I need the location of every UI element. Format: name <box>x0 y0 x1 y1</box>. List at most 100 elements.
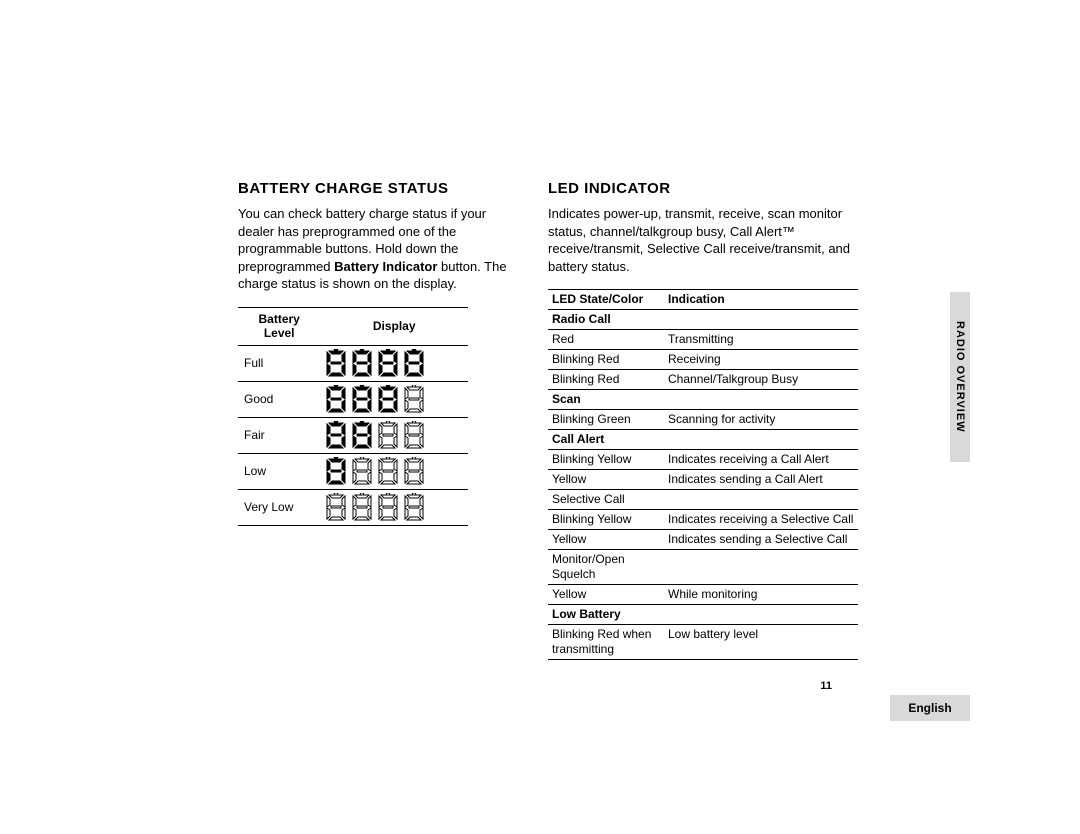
led-indication-cell: Scanning for activity <box>664 410 858 430</box>
battery-row: Full <box>238 345 468 381</box>
lcd-digit-icon <box>350 457 374 486</box>
led-state-cell: Yellow <box>548 530 664 550</box>
led-table: LED State/Color Indication Radio CallRed… <box>548 289 858 660</box>
lcd-display-icon <box>324 457 464 486</box>
led-indication-cell: Channel/Talkgroup Busy <box>664 370 858 390</box>
lcd-digit-icon <box>402 421 426 450</box>
led-state-cell: Yellow <box>548 585 664 605</box>
led-section-cell: Radio Call <box>548 310 858 330</box>
lcd-display-icon <box>324 421 464 450</box>
lcd-display-icon <box>324 493 464 522</box>
led-row: Scan <box>548 390 858 410</box>
battery-level-cell: Fair <box>238 417 320 453</box>
battery-level-cell: Good <box>238 381 320 417</box>
lcd-digit-icon <box>402 457 426 486</box>
led-row: Blinking YellowIndicates receiving a Sel… <box>548 510 858 530</box>
lcd-display-icon <box>324 385 464 414</box>
lcd-digit-icon <box>376 493 400 522</box>
battery-table: Battery Level Display FullGoodFairLowVer… <box>238 307 468 526</box>
lcd-digit-icon <box>324 349 348 378</box>
led-intro: Indicates power-up, transmit, receive, s… <box>548 205 858 275</box>
lcd-digit-icon <box>402 493 426 522</box>
led-state-cell: Blinking Red <box>548 350 664 370</box>
lcd-digit-icon <box>376 421 400 450</box>
lcd-digit-icon <box>350 385 374 414</box>
led-row: Blinking GreenScanning for activity <box>548 410 858 430</box>
led-state-cell: Red <box>548 330 664 350</box>
side-tab-label: RADIO OVERVIEW <box>954 321 966 433</box>
lcd-digit-icon <box>402 349 426 378</box>
led-section-cell: Scan <box>548 390 858 410</box>
led-indication-cell: Indicates receiving a Selective Call <box>664 510 858 530</box>
led-state-cell: Monitor/Open Squelch <box>548 550 664 585</box>
led-header1: LED State/Color <box>548 290 664 310</box>
lcd-digit-icon <box>376 385 400 414</box>
led-header2: Indication <box>664 290 858 310</box>
battery-col1-line1: Battery <box>258 312 299 326</box>
led-indication-cell: Indicates receiving a Call Alert <box>664 450 858 470</box>
battery-display-cell <box>320 417 468 453</box>
battery-level-cell: Very Low <box>238 489 320 525</box>
led-state-cell: Blinking Red when transmitting <box>548 625 664 660</box>
led-row: Selective Call <box>548 490 858 510</box>
lcd-digit-icon <box>376 457 400 486</box>
led-row: Radio Call <box>548 310 858 330</box>
led-state-cell: Blinking Yellow <box>548 450 664 470</box>
led-state-cell: Blinking Red <box>548 370 664 390</box>
led-indication-cell <box>664 490 858 510</box>
battery-row: Very Low <box>238 489 468 525</box>
lcd-digit-icon <box>350 421 374 450</box>
battery-row: Low <box>238 453 468 489</box>
led-row: Blinking Red when transmittingLow batter… <box>548 625 858 660</box>
led-indication-cell: Indicates sending a Call Alert <box>664 470 858 490</box>
lcd-digit-icon <box>350 349 374 378</box>
led-row: RedTransmitting <box>548 330 858 350</box>
lcd-digit-icon <box>324 457 348 486</box>
language-tab: English <box>890 695 970 721</box>
led-row: Blinking RedChannel/Talkgroup Busy <box>548 370 858 390</box>
led-state-cell: Blinking Green <box>548 410 664 430</box>
battery-display-cell <box>320 345 468 381</box>
led-row: Call Alert <box>548 430 858 450</box>
battery-display-cell <box>320 489 468 525</box>
led-row: YellowWhile monitoring <box>548 585 858 605</box>
language-label: English <box>908 701 951 715</box>
led-indication-cell: While monitoring <box>664 585 858 605</box>
battery-row: Fair <box>238 417 468 453</box>
battery-display-cell <box>320 453 468 489</box>
led-row: YellowIndicates sending a Selective Call <box>548 530 858 550</box>
led-indication-cell: Transmitting <box>664 330 858 350</box>
battery-row: Good <box>238 381 468 417</box>
battery-intro: You can check battery charge status if y… <box>238 205 518 293</box>
lcd-digit-icon <box>324 385 348 414</box>
led-state-cell: Selective Call <box>548 490 664 510</box>
led-section-cell: Call Alert <box>548 430 858 450</box>
battery-col2-header: Display <box>320 307 468 345</box>
led-indication-cell <box>664 550 858 585</box>
lcd-digit-icon <box>402 385 426 414</box>
lcd-digit-icon <box>324 421 348 450</box>
led-indication-cell: Indicates sending a Selective Call <box>664 530 858 550</box>
led-row: Low Battery <box>548 605 858 625</box>
led-indication-cell: Low battery level <box>664 625 858 660</box>
lcd-digit-icon <box>350 493 374 522</box>
led-heading: LED INDICATOR <box>548 180 858 197</box>
battery-intro-bold: Battery Indicator <box>334 259 437 274</box>
side-tab: RADIO OVERVIEW <box>950 292 970 462</box>
battery-level-cell: Full <box>238 345 320 381</box>
battery-display-cell <box>320 381 468 417</box>
led-row: YellowIndicates sending a Call Alert <box>548 470 858 490</box>
battery-heading: BATTERY CHARGE STATUS <box>238 180 518 197</box>
battery-col1-header: Battery Level <box>238 307 320 345</box>
led-section-cell: Low Battery <box>548 605 858 625</box>
lcd-display-icon <box>324 349 464 378</box>
lcd-digit-icon <box>324 493 348 522</box>
led-row: Monitor/Open Squelch <box>548 550 858 585</box>
battery-col1-line2: Level <box>264 326 295 340</box>
led-state-cell: Blinking Yellow <box>548 510 664 530</box>
led-row: Blinking YellowIndicates receiving a Cal… <box>548 450 858 470</box>
page-number: 11 <box>820 680 832 692</box>
led-row: Blinking RedReceiving <box>548 350 858 370</box>
led-state-cell: Yellow <box>548 470 664 490</box>
led-indication-cell: Receiving <box>664 350 858 370</box>
